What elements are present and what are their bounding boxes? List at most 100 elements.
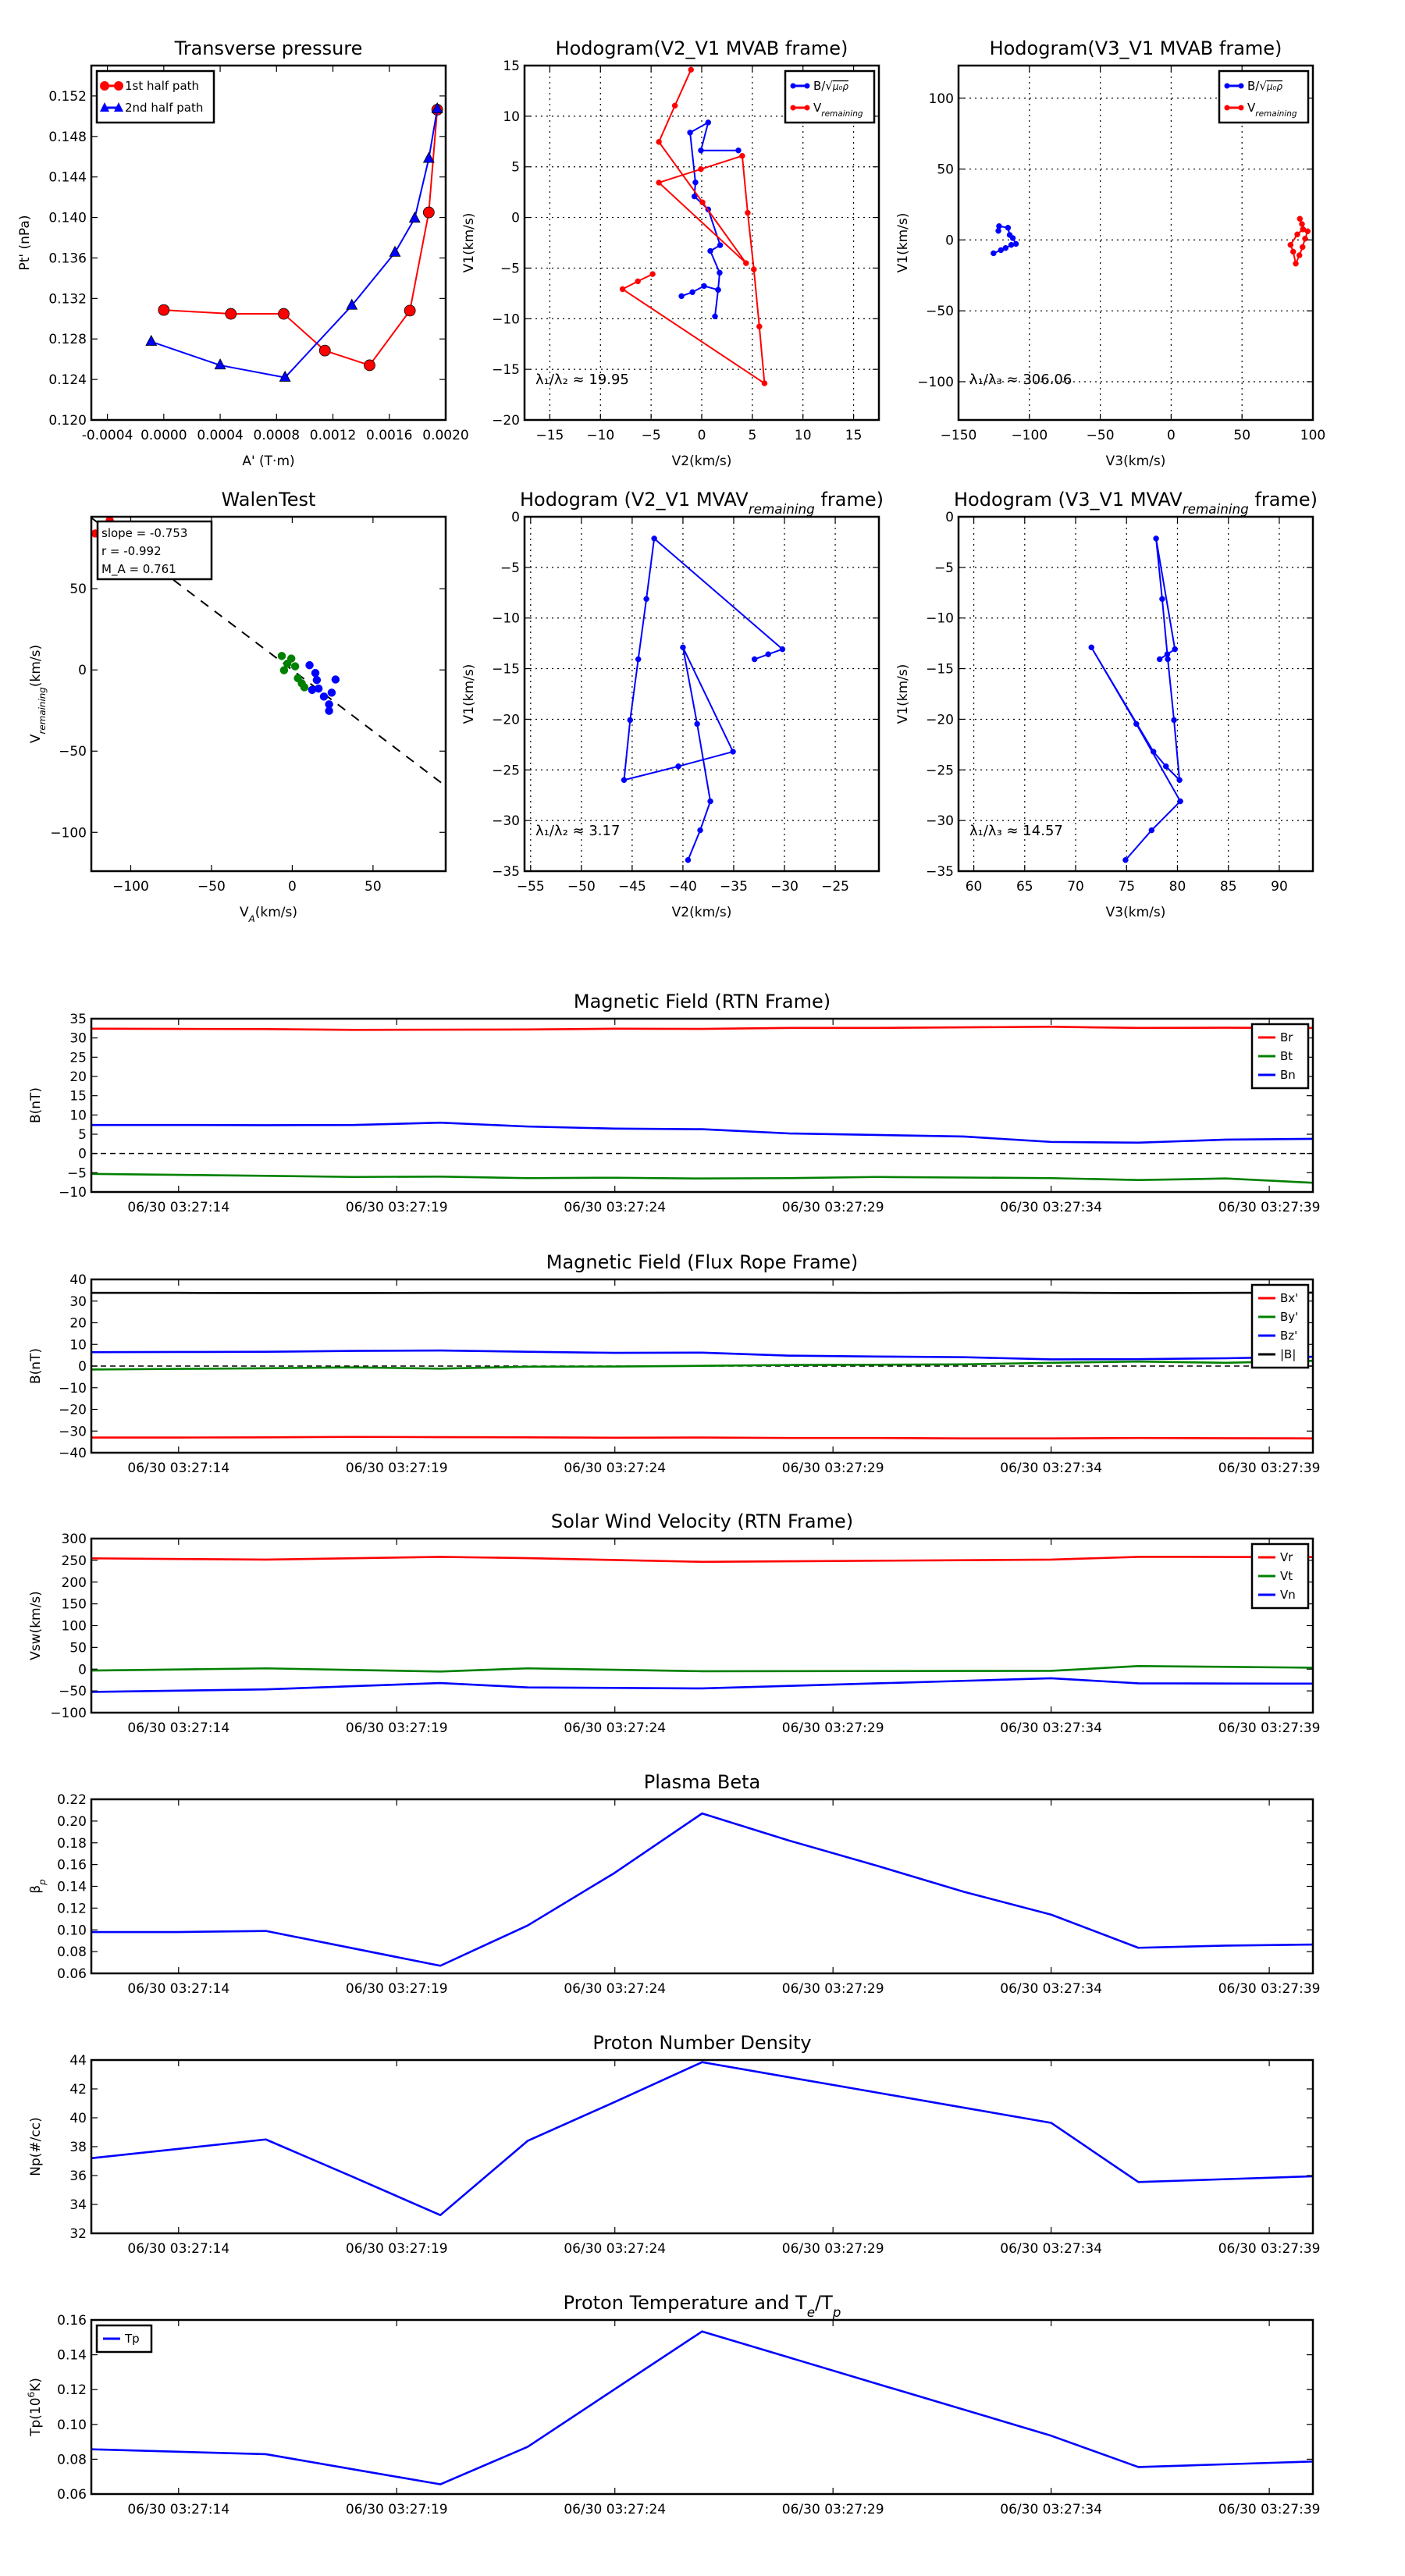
data-point: [1300, 226, 1307, 233]
label-segment: β: [28, 1885, 44, 1894]
y-tick-label: 20: [69, 1069, 87, 1085]
legend-label: Bn: [1280, 1068, 1296, 1082]
data-point: [691, 193, 698, 200]
plot-title: Hodogram (V2_V1 MVAVremaining frame): [520, 489, 884, 517]
x-tick-label: 06/30 03:27:34: [1000, 1461, 1102, 1476]
label-segment: μ₀ρ: [1266, 81, 1282, 92]
label-segment: remaining: [749, 501, 815, 517]
data-point: [765, 651, 771, 657]
x-tick-label: −10: [586, 428, 614, 443]
x-tick-label: −150: [941, 428, 977, 443]
y-tick-label: −5: [500, 560, 520, 576]
x-tick-label: 06/30 03:27:24: [564, 2241, 666, 2257]
x-tick-label: -0.0004: [82, 428, 133, 443]
data-point: [327, 688, 336, 697]
data-point: [687, 130, 693, 136]
y-tick-label: −10: [59, 1185, 87, 1201]
label-segment: e: [807, 2304, 815, 2320]
y-tick-label: −50: [59, 1684, 87, 1699]
legend-label: B/√μ₀ρ: [1247, 79, 1282, 93]
x-axis-label: V3(km/s): [1106, 454, 1166, 469]
y-tick-label: −100: [917, 375, 954, 390]
y-tick-label: −25: [492, 763, 520, 778]
label-segment: 6: [26, 2392, 37, 2398]
x-tick-label: 06/30 03:27:29: [782, 2241, 884, 2257]
y-tick-label: 35: [69, 1012, 87, 1027]
legend-label: Vremaining: [813, 101, 863, 119]
data-point: [1153, 535, 1159, 542]
y-tick-label: 0.08: [57, 1944, 87, 1960]
y-tick-label: −15: [492, 362, 520, 378]
chart-walen: −100 −50 0 50−100−50050WalenTestVA(km/s)Vre…: [28, 489, 447, 924]
x-tick-label: −45: [618, 879, 646, 895]
x-tick-label: 06/30 03:27:24: [564, 1720, 666, 1736]
x-tick-label: 0.0004: [197, 428, 243, 443]
series-line: [91, 1349, 1313, 1361]
axes-frame: [957, 515, 1314, 873]
plot-area: [91, 1291, 1313, 1439]
legend: Tp: [95, 2324, 153, 2354]
y-tick-label: 100: [62, 1619, 87, 1635]
data-point: [1148, 827, 1155, 834]
fit-stats-legend: slope = -0.753 r = -0.992 M_A = 0.761: [96, 520, 213, 581]
y-tick-label: −20: [59, 1403, 87, 1418]
data-point: [1287, 241, 1294, 248]
y-tick-label: 30: [69, 1031, 87, 1047]
x-tick-label: 06/30 03:27:14: [127, 1981, 229, 1997]
x-tick-label: 06/30 03:27:19: [346, 1720, 448, 1736]
y-tick-label: −15: [926, 662, 954, 678]
y-tick-label: −10: [492, 611, 520, 627]
y-tick-label: −35: [926, 864, 954, 880]
data-point: [688, 66, 695, 73]
y-tick-label: 15: [69, 1089, 87, 1105]
y-tick-label: 0.20: [57, 1814, 87, 1830]
plot-area: [91, 1812, 1313, 1967]
plot-title: WalenTest: [222, 489, 316, 511]
legend-marker: [100, 102, 109, 112]
y-tick-label: 44: [69, 2053, 87, 2069]
x-tick-label: 06/30 03:27:19: [346, 2502, 448, 2517]
plot-title: Solar Wind Velocity (RTN Frame): [551, 1510, 853, 1532]
y-tick-label: 0.152: [48, 89, 87, 105]
label-segment: V: [240, 905, 249, 920]
y-axis-label: V1(km/s): [895, 664, 911, 724]
y-tick-label: −10: [59, 1381, 87, 1397]
x-tick-label: 06/30 03:27:39: [1218, 1720, 1321, 1736]
series-line: [91, 1812, 1313, 1967]
data-point: [1088, 644, 1094, 651]
plot-area: [91, 2330, 1313, 2485]
x-tick-label: −100: [112, 879, 149, 895]
y-tick-label: 34: [69, 2197, 87, 2213]
data-point: [1177, 798, 1183, 805]
data-point: [685, 856, 692, 863]
y-axis-label: Tp(106K): [26, 2378, 44, 2437]
y-tick-label: −30: [59, 1424, 87, 1439]
data-point: [1008, 241, 1015, 248]
data-point: [779, 646, 786, 653]
data-point: [331, 675, 340, 684]
data-point: [635, 656, 642, 663]
y-tick-label: 0.12: [57, 2382, 87, 2398]
y-tick-label: −35: [492, 864, 520, 880]
y-tick-label: 100: [929, 91, 954, 107]
y-tick-label: −10: [926, 611, 954, 627]
x-tick-label: 06/30 03:27:14: [127, 1200, 229, 1215]
label-segment: (km/s): [255, 905, 297, 920]
x-tick-label: 06/30 03:27:34: [1000, 2241, 1102, 2257]
x-tick-label: 06/30 03:27:34: [1000, 2502, 1102, 2517]
chart-bfr: 06/30 03:27:14 06/30 03:27:19 06/30 03:27:…: [28, 1251, 1320, 1476]
legend-marker: [1238, 83, 1244, 89]
chart-brtn: 06/30 03:27:14 06/30 03:27:19 06/30 03:27:…: [28, 991, 1320, 1215]
x-tick-label: 06/30 03:27:14: [127, 1720, 229, 1736]
x-tick-label: 06/30 03:27:24: [564, 1461, 666, 1476]
x-tick-label: 06/30 03:27:24: [564, 1981, 666, 1997]
data-point: [279, 370, 291, 382]
legend-label: Vremaining: [1247, 101, 1297, 119]
data-point: [1164, 651, 1171, 657]
data-point: [694, 720, 700, 728]
series-line: [91, 1026, 1313, 1031]
legend-label: Vn: [1280, 1588, 1296, 1602]
data-point: [1009, 235, 1016, 241]
